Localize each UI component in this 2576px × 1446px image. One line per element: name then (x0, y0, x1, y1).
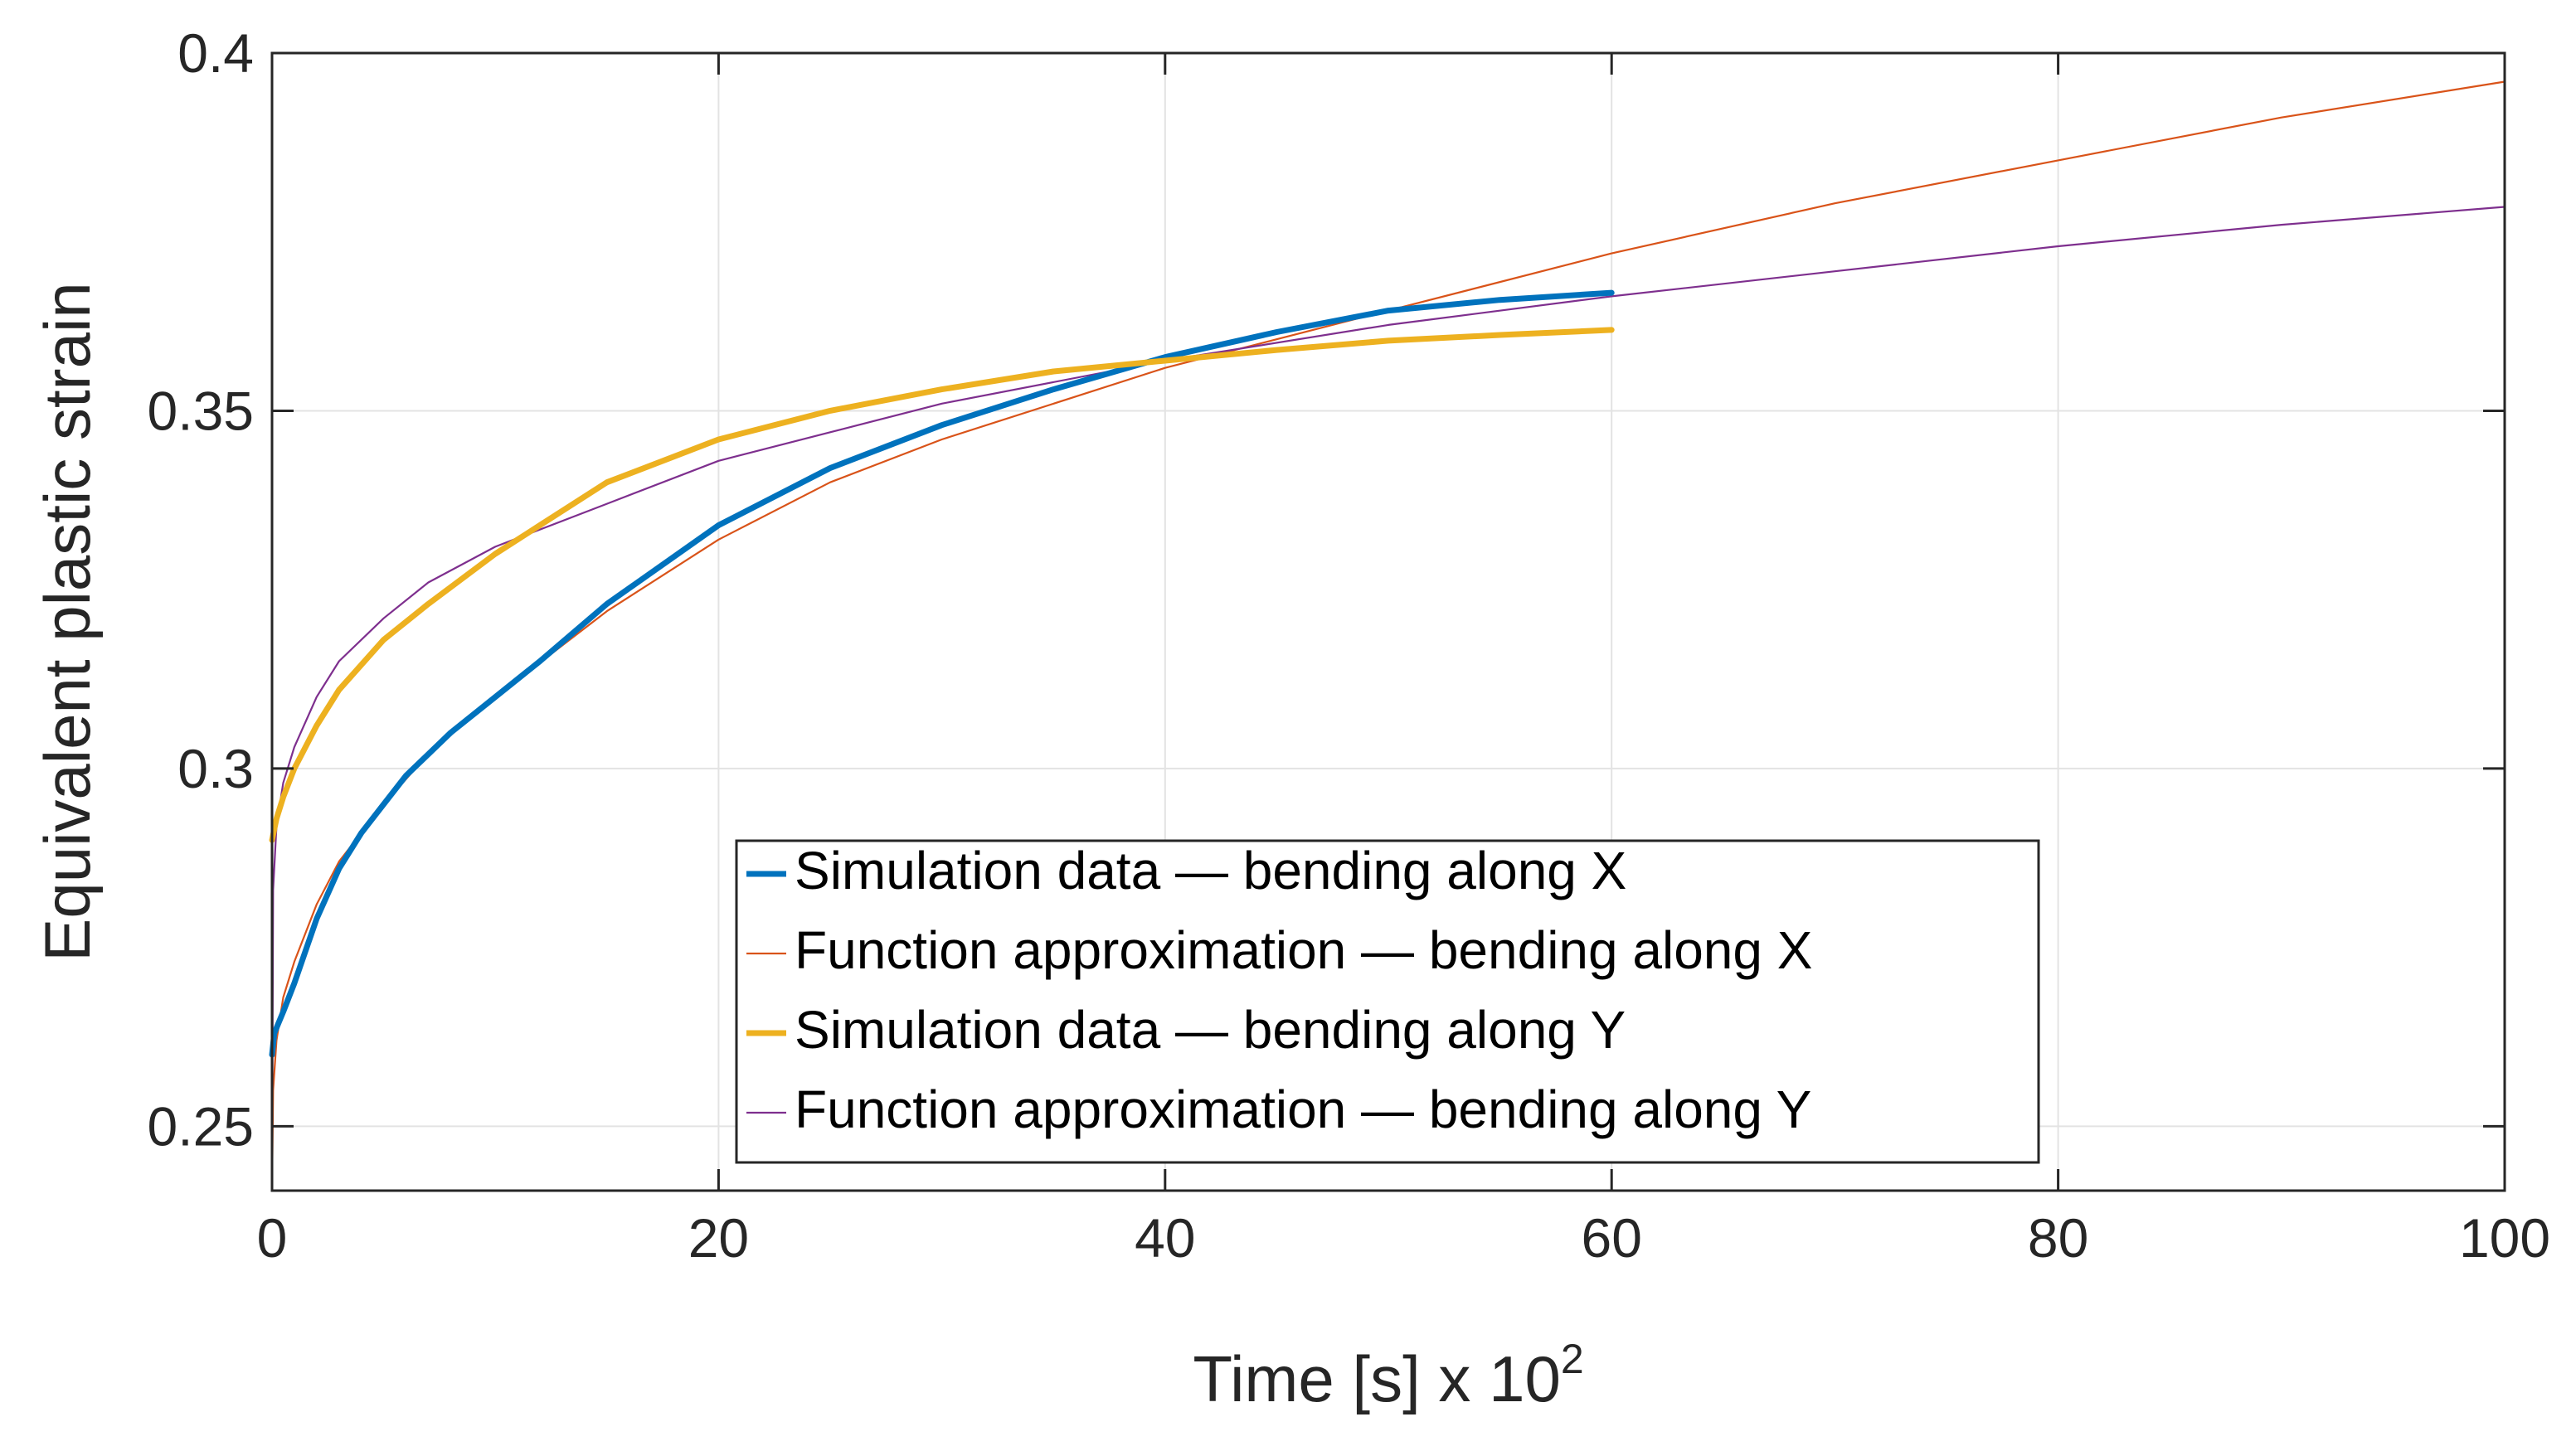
y-tick-label: 0.35 (148, 380, 254, 441)
x-tick-label: 60 (1581, 1207, 1641, 1269)
series-line-2 (270, 80, 2506, 1192)
legend-label-1: Simulation data — bending along X (795, 841, 1626, 900)
x-axis-label-base: Time [s] x 10 (1193, 1342, 1561, 1415)
legend-label-2: Function approximation — bending along X (795, 920, 1812, 980)
legend-entries: Simulation data — bending along X Functio… (746, 841, 1812, 1139)
legend: Simulation data — bending along X Functio… (735, 839, 2040, 1164)
legend-box (735, 839, 2040, 1164)
y-tick-label: 0.25 (148, 1095, 254, 1157)
series-line-1 (269, 289, 1615, 1058)
y-tick-label: 0.3 (177, 738, 254, 799)
series-line-3 (269, 327, 1615, 843)
x-tick-label: 40 (1135, 1207, 1195, 1269)
x-tick-label: 80 (2028, 1207, 2088, 1269)
grid (272, 53, 2505, 1191)
y-tick-label: 0.4 (177, 22, 254, 84)
y-axis-label: Equivalent plastic strain (31, 282, 104, 961)
legend-label-3: Simulation data — bending along Y (795, 1000, 1626, 1060)
plot-frame (270, 51, 2506, 1192)
x-tick-label: 100 (2459, 1207, 2550, 1269)
x-axis-label-exponent: 2 (1561, 1336, 1584, 1382)
series-line-4 (270, 206, 2506, 1192)
x-tick-labels: 0 20 40 60 80 100 (257, 1207, 2550, 1269)
legend-label-4: Function approximation — bending along Y (795, 1080, 1811, 1139)
ticks (270, 51, 2506, 1191)
x-axis-label: Time [s] x 102 (1193, 1336, 1583, 1415)
series-group (269, 80, 2506, 1192)
x-tick-label: 20 (688, 1207, 749, 1269)
x-tick-label: 0 (257, 1207, 288, 1269)
y-tick-labels: 0.25 0.3 0.35 0.4 (148, 22, 254, 1157)
